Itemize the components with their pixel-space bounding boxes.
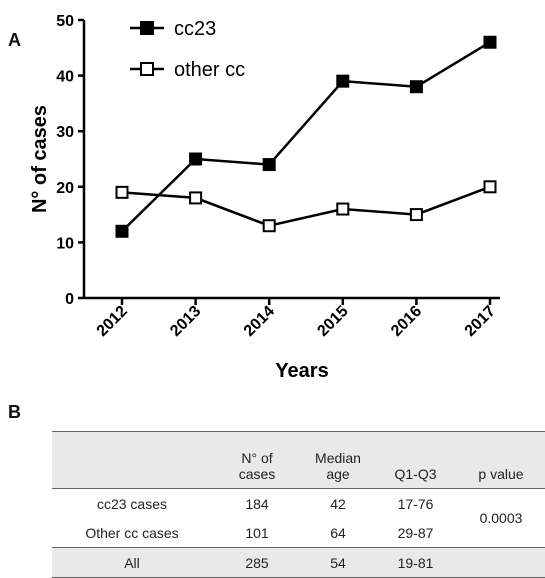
y-tick-label: 50: [56, 13, 74, 30]
line-chart: 0 10 20 30 40 50 2012 2013 2014 2015 2016 2017 Years…: [29, 13, 500, 382]
header-group: [52, 431, 212, 489]
y-tick-label: 0: [65, 291, 74, 308]
table-row: cc23 cases 184 42 17-76 0.0003: [52, 489, 545, 527]
row-q1-q3: 17-76: [397, 495, 434, 512]
data-point-cc23: [483, 35, 497, 49]
row-median: 54: [302, 547, 374, 578]
row-q1-q3: 29-87: [397, 524, 434, 541]
y-tick-label: 40: [56, 69, 74, 86]
data-point-other-cc: [189, 191, 203, 205]
summary-table: N° of cases Median age Q1-Q3 p value cc23 …: [52, 431, 545, 578]
row-group: cc23 cases: [96, 495, 168, 512]
data-point-cc23: [189, 152, 203, 166]
data-point-cc23: [336, 74, 350, 88]
x-tick-label: 2013: [167, 303, 204, 340]
row-group: Other cc cases: [85, 524, 179, 541]
row-n: 101: [245, 524, 269, 541]
header-p-value: p value: [457, 431, 545, 489]
p-value: 0.0003: [479, 510, 523, 526]
data-point-cc23: [115, 224, 129, 238]
y-tick-label: 20: [56, 180, 74, 197]
data-point-other-cc: [409, 208, 423, 222]
row-group: All: [52, 547, 212, 578]
x-tick-label: 2012: [94, 303, 131, 340]
header-median-age: Median age: [302, 431, 374, 489]
x-tick-label: 2017: [462, 303, 499, 340]
row-empty: [457, 547, 545, 578]
x-tick-label: 2015: [314, 303, 351, 340]
data-point-other-cc: [336, 202, 350, 216]
header-n-cases: N° of cases: [212, 431, 302, 489]
panel-a-label: A: [8, 30, 21, 50]
data-point-other-cc: [262, 219, 276, 233]
data-point-other-cc: [483, 180, 497, 194]
data-point-cc23: [262, 158, 276, 172]
legend-marker-other-cc: [140, 62, 154, 76]
series-line-other-cc: [121, 185, 491, 228]
x-tick-label: 2016: [388, 303, 425, 340]
row-q1-q3: 19-81: [374, 547, 457, 578]
legend-label-cc23: cc23: [174, 18, 216, 40]
data-point-cc23: [409, 80, 423, 94]
x-axis-title: Years: [275, 360, 328, 382]
row-n: 285: [212, 547, 302, 578]
row-n: 184: [245, 495, 269, 512]
table-row: Other cc cases 101 64 29-87: [52, 518, 545, 548]
table-header-row: N° of cases Median age Q1-Q3 p value: [52, 431, 545, 489]
series-line-cc23: [121, 41, 491, 233]
legend-marker-cc23: [140, 21, 154, 35]
legend-label-other-cc: other cc: [174, 59, 245, 81]
header-q1-q3: Q1-Q3: [374, 431, 457, 489]
y-tick-label: 10: [56, 235, 74, 252]
table-row-all: All 285 54 19-81: [52, 547, 545, 578]
y-axis-title: N° of cases: [29, 105, 51, 213]
row-median: 42: [330, 495, 346, 512]
data-point-other-cc: [115, 185, 129, 199]
y-tick-label: 30: [56, 124, 74, 141]
row-median: 64: [330, 524, 346, 541]
x-tick-label: 2014: [241, 303, 278, 340]
panel-b-label: B: [8, 402, 21, 422]
